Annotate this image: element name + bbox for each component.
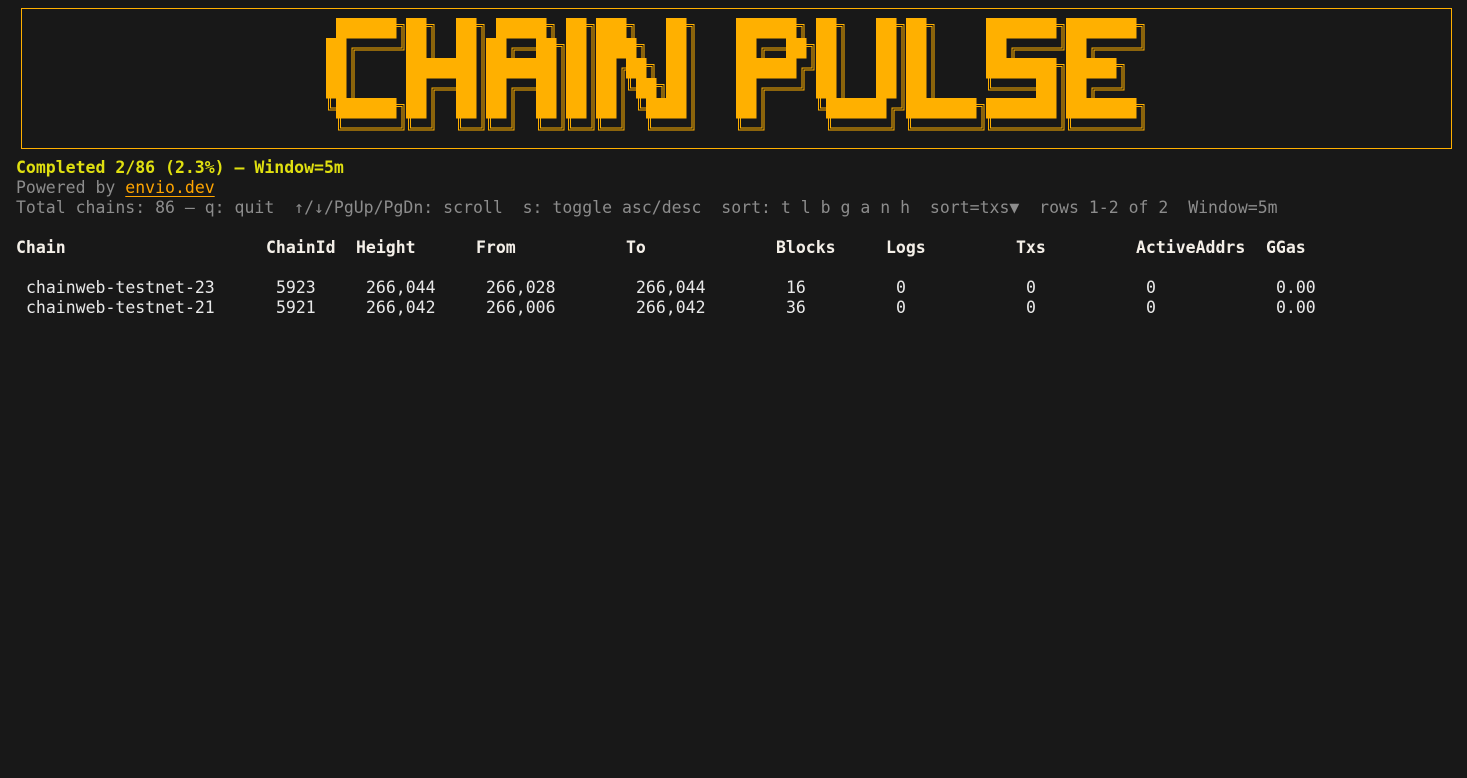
cell-logs: 0 [896, 278, 906, 297]
cell-blocks: 36 [786, 298, 806, 317]
column-header-from[interactable]: From [476, 238, 516, 257]
cell-from: 266,028 [486, 278, 556, 297]
cell-activeaddrs: 0 [1146, 298, 1156, 317]
cell-ggas: 0.00 [1276, 298, 1316, 317]
cell-from: 266,006 [486, 298, 556, 317]
keyboard-help: Total chains: 86 — q: quit ↑/↓/PgUp/PgDn… [16, 198, 1278, 217]
cell-chainid: 5921 [276, 298, 316, 317]
chain-pulse-logo [326, 18, 1142, 128]
column-header-txs[interactable]: Txs [1016, 238, 1046, 257]
cell-txs: 0 [1026, 278, 1036, 297]
cell-blocks: 16 [786, 278, 806, 297]
column-header-blocks[interactable]: Blocks [776, 238, 836, 257]
powered-by: Powered by envio.dev [16, 178, 215, 198]
banner-frame [21, 8, 1452, 149]
cell-txs: 0 [1026, 298, 1036, 317]
cell-height: 266,044 [366, 278, 436, 297]
envio-link[interactable]: envio.dev [125, 178, 215, 197]
cell-activeaddrs: 0 [1146, 278, 1156, 297]
progress-status: Completed 2/86 (2.3%) — Window=5m [16, 158, 344, 177]
cell-ggas: 0.00 [1276, 278, 1316, 297]
cell-to: 266,042 [636, 298, 706, 317]
cell-logs: 0 [896, 298, 906, 317]
column-header-to[interactable]: To [626, 238, 646, 257]
column-header-logs[interactable]: Logs [886, 238, 926, 257]
column-header-height[interactable]: Height [356, 238, 416, 257]
cell-chain: chainweb-testnet-21 [26, 298, 215, 317]
cell-chainid: 5923 [276, 278, 316, 297]
column-header-activeaddrs[interactable]: ActiveAddrs [1136, 238, 1246, 257]
cell-to: 266,044 [636, 278, 706, 297]
column-header-chain[interactable]: Chain [16, 238, 66, 257]
column-header-chainid[interactable]: ChainId [266, 238, 336, 257]
cell-height: 266,042 [366, 298, 436, 317]
powered-by-label: Powered by [16, 178, 126, 197]
cell-chain: chainweb-testnet-23 [26, 278, 215, 297]
column-header-ggas[interactable]: GGas [1266, 238, 1306, 257]
